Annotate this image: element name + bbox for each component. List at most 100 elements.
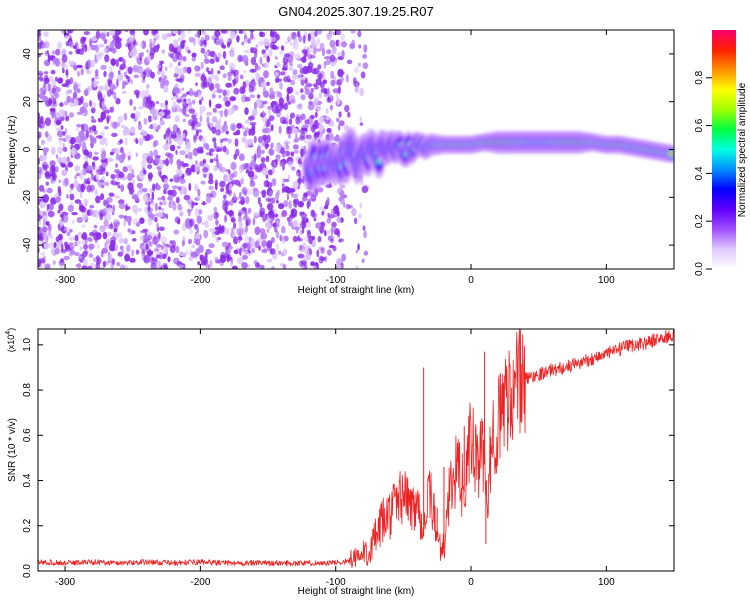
noise-speckle	[264, 62, 269, 69]
noise-speckle	[132, 196, 139, 200]
noise-speckle	[182, 93, 187, 98]
noise-speckle	[79, 169, 86, 175]
noise-speckle	[117, 72, 124, 82]
noise-speckle	[132, 137, 136, 143]
noise-speckle	[90, 44, 97, 51]
noise-speckle	[259, 264, 265, 269]
noise-speckle	[338, 196, 344, 202]
noise-speckle	[197, 188, 201, 197]
noise-speckle	[178, 210, 184, 217]
noise-speckle	[232, 170, 238, 178]
noise-speckle	[195, 239, 201, 246]
noise-speckle	[152, 140, 157, 148]
noise-speckle	[253, 101, 257, 111]
noise-speckle	[43, 31, 49, 37]
noise-speckle	[303, 192, 308, 198]
noise-speckle	[129, 34, 136, 42]
noise-speckle	[113, 218, 119, 223]
noise-speckle	[211, 126, 217, 134]
colorbar-tick-label: 0.8	[694, 70, 705, 84]
noise-speckle	[197, 129, 202, 133]
noise-speckle	[313, 47, 317, 55]
noise-speckle	[318, 131, 324, 139]
noise-speckle	[329, 50, 336, 55]
noise-speckle	[229, 62, 236, 71]
noise-speckle	[143, 169, 147, 175]
noise-speckle	[275, 105, 279, 114]
noise-speckle	[268, 48, 273, 57]
noise-speckle	[140, 229, 147, 234]
noise-speckle	[341, 253, 346, 262]
noise-speckle	[309, 30, 316, 39]
noise-speckle	[132, 47, 137, 56]
noise-speckle	[155, 202, 158, 212]
noise-speckle	[78, 130, 85, 138]
noise-speckle	[262, 134, 268, 141]
noise-speckle	[113, 228, 117, 234]
noise-speckle	[307, 103, 315, 111]
noise-speckle	[147, 217, 153, 226]
noise-speckle	[291, 193, 298, 198]
noise-speckle	[215, 35, 219, 41]
noise-speckle	[60, 125, 64, 130]
noise-speckle	[236, 35, 240, 43]
noise-speckle	[143, 254, 150, 264]
noise-speckle	[212, 137, 217, 143]
noise-speckle	[124, 253, 130, 262]
noise-speckle	[105, 141, 109, 147]
noise-speckle	[246, 138, 253, 147]
noise-speckle	[196, 215, 202, 224]
noise-speckle	[43, 147, 50, 153]
snr-frame	[37, 328, 675, 572]
noise-speckle	[330, 70, 335, 80]
noise-speckle	[297, 158, 302, 165]
noise-speckle	[326, 217, 332, 224]
noise-speckle	[329, 132, 334, 141]
noise-speckle	[94, 209, 99, 219]
noise-speckle	[240, 196, 245, 205]
noise-speckle	[209, 73, 216, 80]
noise-speckle	[102, 260, 107, 268]
noise-speckle	[242, 30, 246, 35]
noise-speckle	[275, 77, 280, 83]
noise-speckle	[244, 235, 248, 242]
y-tick-label: 0	[22, 146, 33, 152]
noise-speckle	[103, 199, 107, 207]
noise-speckle	[79, 106, 86, 114]
noise-speckle	[217, 38, 224, 45]
noise-speckle	[353, 80, 360, 88]
noise-speckle	[138, 207, 142, 213]
noise-speckle	[326, 249, 332, 256]
noise-speckle	[302, 35, 306, 44]
noise-speckle	[172, 57, 178, 63]
noise-speckle	[101, 162, 108, 168]
noise-speckle	[259, 77, 265, 82]
noise-speckle	[187, 49, 191, 54]
noise-speckle	[91, 79, 94, 89]
noise-speckle	[148, 125, 154, 129]
noise-speckle	[300, 94, 306, 100]
noise-speckle	[156, 260, 162, 269]
noise-speckle	[296, 30, 301, 38]
noise-speckle	[38, 207, 41, 216]
noise-speckle	[141, 79, 146, 83]
snr-y-label: SNR (10 * v/v)	[7, 418, 18, 482]
noise-speckle	[72, 45, 78, 50]
noise-speckle	[120, 184, 125, 193]
noise-speckle	[270, 197, 276, 204]
noise-speckle	[171, 105, 178, 113]
noise-speckle	[38, 145, 41, 150]
noise-speckle	[269, 90, 276, 95]
noise-speckle	[159, 120, 165, 126]
noise-speckle	[214, 74, 219, 82]
noise-speckle	[51, 165, 56, 174]
noise-speckle	[275, 154, 281, 159]
noise-speckle	[286, 216, 290, 222]
noise-speckle	[192, 37, 196, 46]
y-tick-label: 1.0	[22, 337, 33, 351]
noise-speckle	[326, 87, 330, 96]
noise-speckle	[38, 166, 42, 174]
noise-speckle	[197, 38, 201, 45]
noise-speckle	[204, 34, 210, 41]
noise-speckle	[62, 170, 68, 174]
